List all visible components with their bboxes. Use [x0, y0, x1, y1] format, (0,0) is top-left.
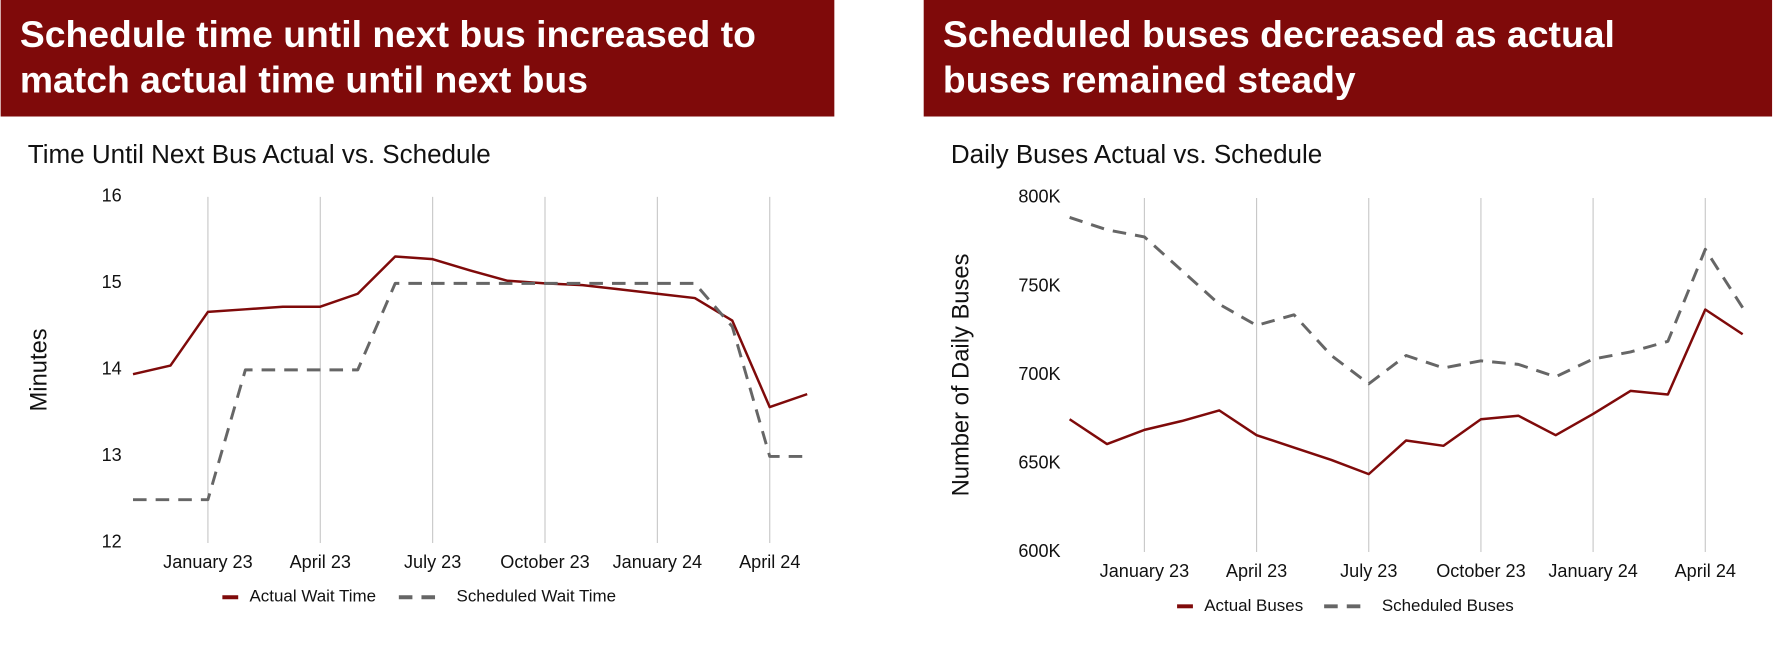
banner [0, 0, 835, 117]
x-tick-label: October 23 [500, 552, 589, 572]
series-line [1069, 216, 1744, 386]
series-line [133, 281, 808, 502]
series-line [1068, 308, 1744, 476]
x-tick-label: April 24 [1675, 561, 1736, 581]
banner-text: buses remained steady [943, 58, 1356, 100]
chart-title: Time Until Next Bus Actual vs. Schedule [28, 139, 491, 169]
banner [923, 0, 1773, 117]
series-line [132, 255, 808, 409]
y-tick-label: 12 [102, 532, 122, 552]
banner-text: Scheduled buses decreased as actual [943, 13, 1615, 55]
x-tick-label: January 23 [1100, 561, 1189, 581]
y-axis-label: Number of Daily Buses [947, 253, 974, 496]
x-tick-label: July 23 [1340, 561, 1397, 581]
y-tick-label: 600K [1018, 541, 1060, 561]
y-tick-label: 750K [1018, 275, 1060, 295]
legend-label: Actual Buses [1204, 596, 1303, 615]
x-tick-label: January 24 [613, 552, 702, 572]
x-tick-label: April 24 [739, 552, 800, 572]
chart-title: Daily Buses Actual vs. Schedule [951, 139, 1322, 169]
y-tick-label: 650K [1018, 452, 1060, 472]
y-tick-label: 13 [102, 445, 122, 465]
x-tick-label: July 23 [404, 552, 461, 572]
legend-label: Scheduled Wait Time [457, 587, 617, 606]
y-tick-label: 800K [1018, 187, 1060, 207]
x-tick-label: April 23 [1226, 561, 1287, 581]
y-tick-label: 16 [102, 186, 122, 206]
legend-label: Actual Wait Time [250, 587, 377, 606]
y-tick-label: 14 [102, 359, 122, 379]
y-tick-label: 700K [1018, 364, 1060, 384]
x-tick-label: April 23 [290, 552, 351, 572]
y-tick-label: 15 [102, 272, 122, 292]
banner-text: Schedule time until next bus increased t… [20, 13, 756, 55]
x-tick-label: January 23 [163, 552, 252, 572]
y-axis-label: Minutes [26, 328, 53, 411]
legend-label: Scheduled Buses [1382, 596, 1514, 615]
x-tick-label: January 24 [1548, 561, 1637, 581]
x-tick-label: October 23 [1436, 561, 1525, 581]
banner-text: match actual time until next bus [20, 58, 588, 100]
